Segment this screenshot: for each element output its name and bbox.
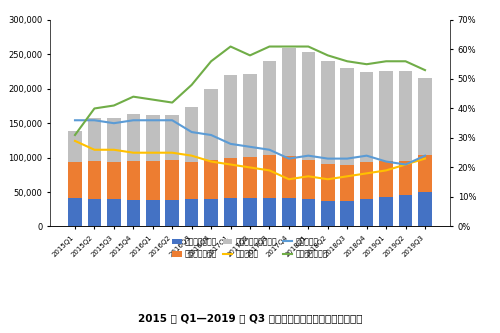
Bar — [380, 197, 393, 226]
Bar — [418, 79, 432, 155]
Bar — [68, 162, 82, 197]
Bar — [262, 155, 276, 197]
Bar — [418, 155, 432, 192]
Bar — [224, 197, 237, 226]
Bar — [243, 74, 257, 157]
Bar — [302, 160, 315, 199]
Bar — [68, 132, 82, 162]
Bar — [321, 61, 334, 164]
Bar — [302, 52, 315, 160]
Bar — [88, 199, 101, 226]
Bar — [204, 90, 218, 160]
Bar — [107, 199, 120, 226]
Bar — [126, 199, 140, 226]
Bar — [166, 199, 179, 226]
Bar — [107, 162, 120, 199]
Bar — [185, 199, 198, 226]
Bar — [204, 160, 218, 199]
Bar — [166, 161, 179, 199]
Bar — [146, 115, 160, 161]
Bar — [418, 192, 432, 226]
Bar — [126, 161, 140, 199]
Bar — [88, 119, 101, 161]
Bar — [302, 199, 315, 226]
Bar — [88, 161, 101, 199]
Bar — [380, 71, 393, 161]
Bar — [107, 119, 120, 162]
Bar — [166, 115, 179, 161]
Bar — [262, 197, 276, 226]
Bar — [340, 165, 354, 201]
Text: 2015 年 Q1—2019 年 Q3 信托资产按功能分类规模及其占比: 2015 年 Q1—2019 年 Q3 信托资产按功能分类规模及其占比 — [138, 313, 362, 323]
Bar — [224, 158, 237, 197]
Legend: 融资类（亿元）, 投资类（亿元）, 事务管理类（亿元）, 融资类占比, 投资类占比, 事务管理类占比: 融资类（亿元）, 投资类（亿元）, 事务管理类（亿元）, 融资类占比, 投资类占… — [172, 237, 328, 259]
Bar — [282, 48, 296, 156]
Bar — [340, 201, 354, 226]
Bar — [360, 72, 374, 162]
Bar — [185, 162, 198, 199]
Bar — [399, 195, 412, 226]
Bar — [146, 199, 160, 226]
Bar — [224, 75, 237, 158]
Bar — [399, 71, 412, 161]
Bar — [243, 197, 257, 226]
Bar — [321, 164, 334, 201]
Bar — [68, 197, 82, 226]
Bar — [321, 201, 334, 226]
Bar — [399, 161, 412, 195]
Bar — [282, 156, 296, 197]
Bar — [282, 197, 296, 226]
Bar — [262, 61, 276, 155]
Bar — [146, 161, 160, 199]
Bar — [360, 162, 374, 199]
Bar — [204, 199, 218, 226]
Bar — [243, 157, 257, 197]
Bar — [126, 114, 140, 161]
Bar — [185, 107, 198, 162]
Bar — [380, 161, 393, 197]
Bar — [360, 199, 374, 226]
Bar — [340, 68, 354, 165]
